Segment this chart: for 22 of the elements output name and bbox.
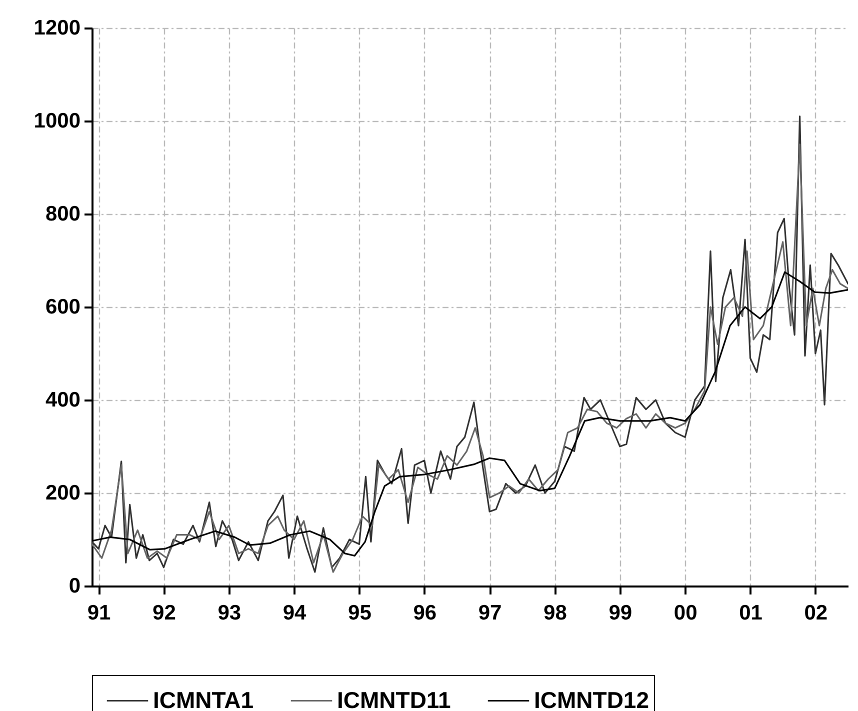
y-tick-label: 600 xyxy=(45,296,80,318)
x-tick-label: 91 xyxy=(87,602,112,624)
x-tick-label: 01 xyxy=(739,602,763,624)
x-tick-label: 98 xyxy=(544,602,568,624)
y-tick-label: 1200 xyxy=(34,16,80,40)
y-tick-label: 800 xyxy=(45,202,80,226)
legend-label: ICMNTA1 xyxy=(153,686,254,711)
x-tick-label: 99 xyxy=(608,602,632,624)
x-tick-label: 95 xyxy=(348,602,372,624)
x-tick-label: 96 xyxy=(413,602,437,624)
legend-label: ICMNTD12 xyxy=(534,686,650,711)
y-tick-label: 400 xyxy=(45,388,80,412)
x-tick-label: 00 xyxy=(674,602,698,624)
y-tick-label: 200 xyxy=(45,482,80,504)
x-tick-label: 02 xyxy=(804,602,828,624)
legend-label: ICMNTD11 xyxy=(337,686,451,711)
x-tick-label: 97 xyxy=(478,602,502,624)
y-tick-label: 0 xyxy=(68,574,80,598)
x-tick-label: 93 xyxy=(218,602,242,624)
x-tick-label: 92 xyxy=(152,602,176,624)
x-tick-label: 94 xyxy=(282,602,307,624)
y-tick-label: 1000 xyxy=(34,110,80,132)
